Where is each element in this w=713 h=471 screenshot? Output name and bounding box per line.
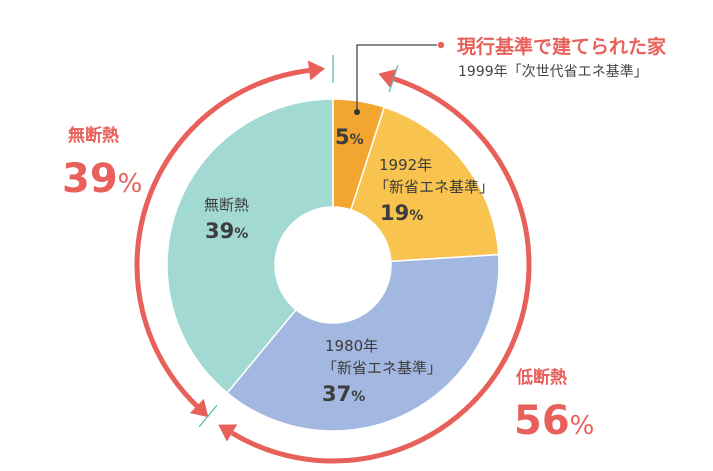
slice-label-value-0: 5% bbox=[335, 125, 364, 149]
callout-leader-line bbox=[356, 44, 437, 110]
group-label-right: 低断熱 bbox=[515, 367, 567, 388]
donut-slices bbox=[166, 98, 500, 432]
callout-dot-end bbox=[437, 41, 445, 49]
slice-label-line-1a: 1992年 bbox=[379, 156, 432, 174]
boundary-tick-5pct bbox=[388, 65, 399, 93]
low-insulation-arrow bbox=[230, 76, 532, 464]
group-label-left: 無断熱 bbox=[68, 125, 119, 146]
group-value-left: 39% bbox=[62, 156, 142, 202]
slice-label-value-1: 19% bbox=[380, 201, 423, 225]
arrowhead-bottom-right bbox=[218, 424, 238, 442]
group-arrows bbox=[134, 55, 532, 464]
slice-label-line-2a: 1980年 bbox=[325, 337, 378, 355]
slice-label-line-3a: 無断熱 bbox=[204, 196, 249, 214]
callout-dot-start bbox=[354, 109, 360, 115]
boundary-tick-61pct bbox=[198, 404, 218, 428]
callout-subtitle: 1999年「次世代省エネ基準」 bbox=[458, 63, 648, 80]
group-value-right: 56% bbox=[514, 398, 594, 444]
slice-label-line-1b: 「新省エネ基準」 bbox=[374, 178, 494, 196]
callout-title: 現行基準で建てられた家 bbox=[457, 35, 667, 58]
slice-label-value-3: 39% bbox=[205, 219, 248, 243]
slice-label-line-2b: 「新省エネ基準」 bbox=[322, 359, 442, 377]
donut-slice-2 bbox=[226, 253, 500, 432]
arrowhead-bottom-left bbox=[189, 398, 209, 418]
donut-slice-1 bbox=[349, 106, 500, 263]
slice-label-value-2: 37% bbox=[322, 382, 365, 406]
arrowhead-top-left bbox=[307, 60, 325, 81]
arrowhead-top-right bbox=[378, 69, 397, 89]
donut-slice-3 bbox=[166, 98, 334, 394]
no-insulation-arrow bbox=[134, 67, 310, 408]
